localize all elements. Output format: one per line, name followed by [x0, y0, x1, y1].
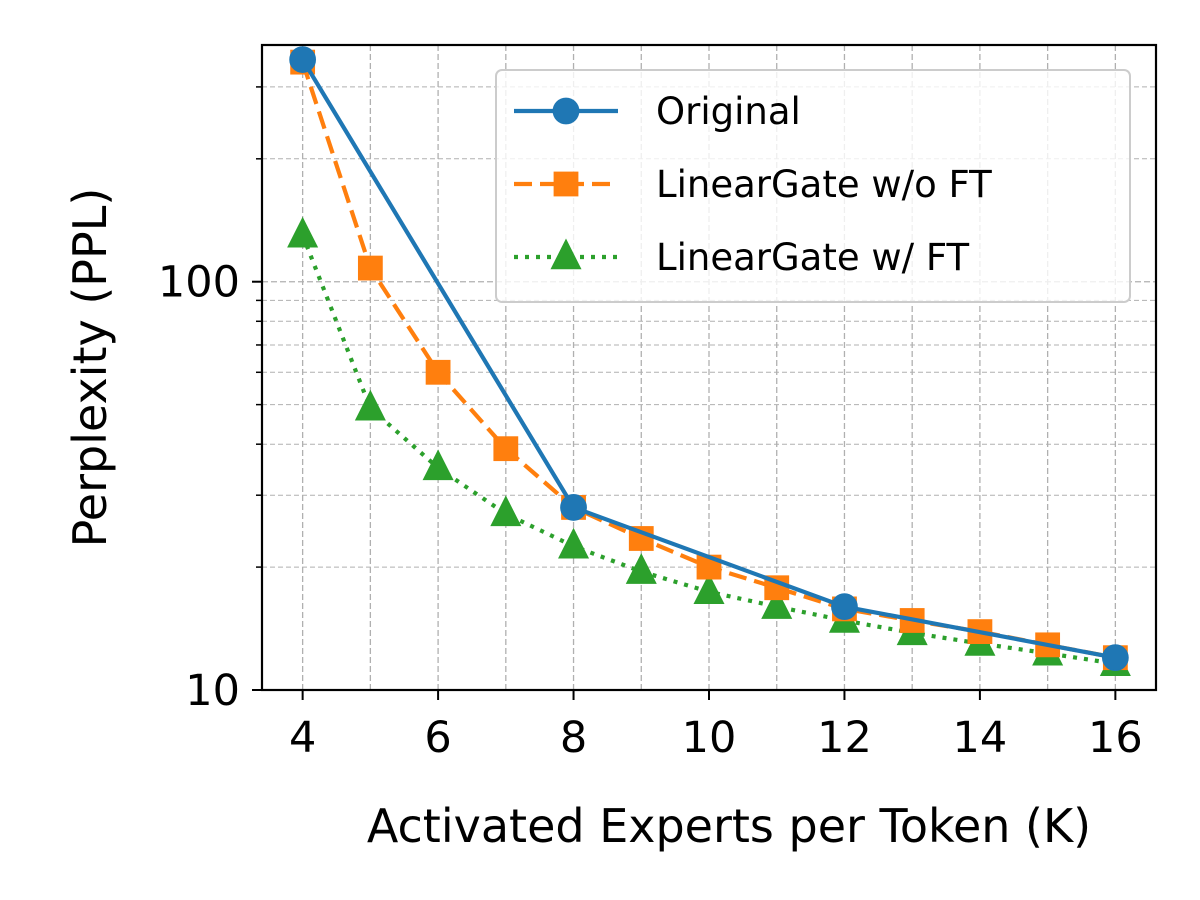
legend-item: LinearGate w/o FT [514, 163, 992, 206]
data-point [289, 46, 317, 73]
x-axis-label: Activated Experts per Token (K) [367, 799, 1091, 853]
x-tick-label: 4 [289, 713, 316, 763]
series-layer [287, 46, 1131, 676]
x-tick-label: 14 [953, 713, 1008, 763]
legend-label: Original [656, 90, 801, 133]
y-axis-label: Perplexity (PPL) [63, 188, 117, 548]
data-point [493, 436, 519, 462]
data-point [560, 494, 587, 521]
data-point [490, 495, 522, 527]
x-tick-label: 10 [682, 713, 737, 763]
data-point [552, 97, 580, 125]
data-point [357, 255, 383, 281]
data-point [553, 171, 579, 197]
y-tick-label: 10 [185, 666, 240, 716]
legend-label: LinearGate w/ FT [656, 236, 969, 279]
legend-label: LinearGate w/o FT [656, 163, 992, 206]
x-tick-label: 16 [1088, 713, 1143, 763]
data-point [558, 527, 590, 559]
legend-item: Original [514, 90, 801, 133]
data-point [422, 449, 454, 481]
data-point [1101, 644, 1129, 672]
ticks: 4 6 8 10 12 14 16 10 100 [158, 86, 1143, 763]
data-point [761, 588, 793, 619]
legend-box [495, 69, 1131, 303]
legend-item: LinearGate w/ FT [514, 236, 969, 279]
series-original [289, 46, 1129, 672]
x-tick-label: 8 [560, 713, 587, 763]
y-tick-label: 100 [158, 258, 240, 308]
data-point [550, 238, 582, 270]
data-point [287, 216, 319, 248]
data-point [425, 359, 451, 385]
x-tick-label: 12 [817, 713, 872, 763]
data-point [831, 593, 858, 621]
data-point [354, 389, 386, 421]
data-point [693, 573, 725, 605]
data-point [625, 553, 657, 584]
legend: Original LinearGate w/o FT LinearGate w/ F… [495, 69, 1131, 303]
series-line [300, 58, 1116, 660]
x-tick-label: 6 [424, 713, 451, 763]
